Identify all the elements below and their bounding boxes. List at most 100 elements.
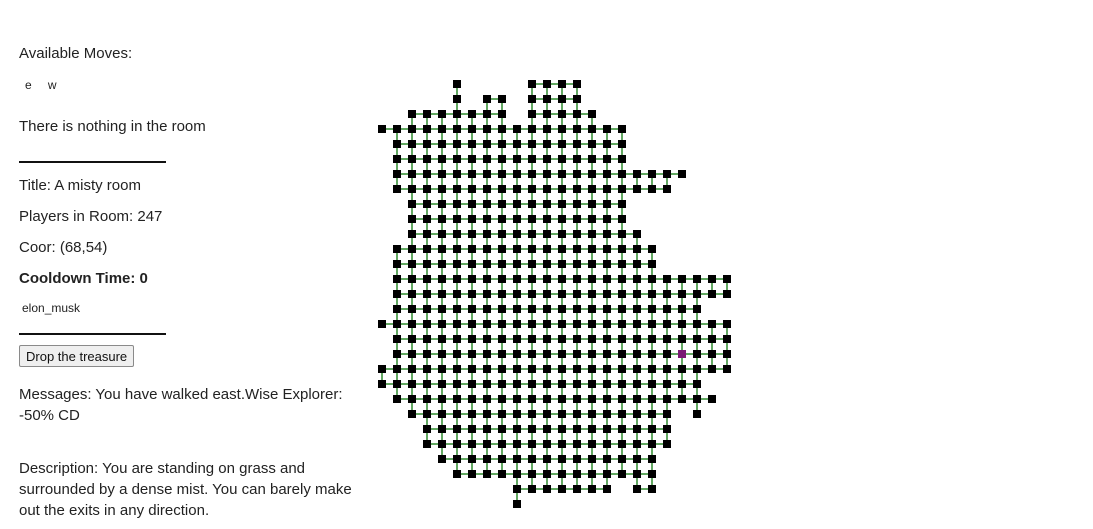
map-room bbox=[513, 410, 521, 418]
map-room bbox=[528, 260, 536, 268]
map-room bbox=[498, 245, 506, 253]
map-room bbox=[603, 305, 611, 313]
map-room bbox=[513, 200, 521, 208]
map-room bbox=[393, 320, 401, 328]
map-room bbox=[513, 125, 521, 133]
map-room bbox=[543, 200, 551, 208]
map-room bbox=[528, 140, 536, 148]
map-room bbox=[558, 275, 566, 283]
map-room bbox=[603, 245, 611, 253]
move-east-button[interactable]: e bbox=[25, 78, 32, 92]
map-room bbox=[543, 395, 551, 403]
map-room bbox=[498, 335, 506, 343]
map-room bbox=[588, 170, 596, 178]
map-room bbox=[633, 290, 641, 298]
map-room bbox=[408, 365, 416, 373]
map-room bbox=[603, 425, 611, 433]
map-room bbox=[618, 380, 626, 388]
map-room bbox=[543, 110, 551, 118]
map-room bbox=[693, 365, 701, 373]
map-room bbox=[378, 365, 386, 373]
map-room bbox=[603, 185, 611, 193]
map-room bbox=[438, 365, 446, 373]
map-room bbox=[498, 230, 506, 238]
map-room bbox=[423, 200, 431, 208]
map-room bbox=[618, 320, 626, 328]
map-room bbox=[468, 455, 476, 463]
map-room bbox=[588, 350, 596, 358]
current-room bbox=[678, 350, 686, 358]
map-room bbox=[588, 455, 596, 463]
map-room bbox=[603, 455, 611, 463]
map-room bbox=[408, 320, 416, 328]
map-room bbox=[393, 245, 401, 253]
map-room bbox=[513, 500, 521, 508]
map-room bbox=[588, 380, 596, 388]
map-room bbox=[588, 155, 596, 163]
map-room bbox=[423, 140, 431, 148]
map-room bbox=[558, 125, 566, 133]
map-room bbox=[408, 245, 416, 253]
map-room bbox=[408, 230, 416, 238]
map-room bbox=[693, 275, 701, 283]
map-room bbox=[513, 305, 521, 313]
map-room bbox=[513, 215, 521, 223]
map-room bbox=[483, 95, 491, 103]
room-title: Title: A misty room bbox=[19, 177, 141, 194]
map-room bbox=[408, 140, 416, 148]
map-room bbox=[483, 425, 491, 433]
map-room bbox=[573, 125, 581, 133]
map-room bbox=[618, 290, 626, 298]
map-room bbox=[513, 155, 521, 163]
map-room bbox=[453, 185, 461, 193]
map-room bbox=[453, 365, 461, 373]
map-room bbox=[408, 170, 416, 178]
map-room bbox=[573, 410, 581, 418]
map-room bbox=[513, 425, 521, 433]
map-room bbox=[543, 215, 551, 223]
map-room bbox=[573, 200, 581, 208]
map-room bbox=[498, 305, 506, 313]
map-room bbox=[408, 215, 416, 223]
map-room bbox=[603, 260, 611, 268]
map-room bbox=[558, 110, 566, 118]
map-room bbox=[618, 155, 626, 163]
map-room bbox=[633, 395, 641, 403]
map-room bbox=[483, 335, 491, 343]
map-room bbox=[468, 410, 476, 418]
map-room bbox=[438, 170, 446, 178]
map-room bbox=[648, 260, 656, 268]
map-room bbox=[468, 140, 476, 148]
move-west-button[interactable]: w bbox=[47, 78, 57, 92]
map-room bbox=[558, 290, 566, 298]
map-room bbox=[543, 95, 551, 103]
map-room bbox=[588, 140, 596, 148]
map-room bbox=[453, 200, 461, 208]
map-room bbox=[483, 215, 491, 223]
drop-treasure-button[interactable]: Drop the treasure bbox=[19, 345, 135, 367]
map-room bbox=[588, 260, 596, 268]
map-room bbox=[468, 365, 476, 373]
map-room bbox=[528, 440, 536, 448]
map-room bbox=[543, 305, 551, 313]
map-room bbox=[468, 155, 476, 163]
map-room bbox=[543, 485, 551, 493]
player-name: elon_musk bbox=[22, 301, 81, 315]
map-room bbox=[648, 185, 656, 193]
map-room bbox=[498, 110, 506, 118]
map-room bbox=[528, 335, 536, 343]
map-room bbox=[513, 470, 521, 478]
map-room bbox=[678, 170, 686, 178]
map-room bbox=[573, 80, 581, 88]
move-list: e w bbox=[25, 74, 69, 96]
map-room bbox=[423, 125, 431, 133]
map-room bbox=[423, 185, 431, 193]
map-room bbox=[588, 335, 596, 343]
map-room bbox=[573, 395, 581, 403]
map-room bbox=[573, 470, 581, 478]
map-room bbox=[558, 305, 566, 313]
map-room bbox=[528, 185, 536, 193]
map-room bbox=[483, 275, 491, 283]
map-room bbox=[498, 260, 506, 268]
